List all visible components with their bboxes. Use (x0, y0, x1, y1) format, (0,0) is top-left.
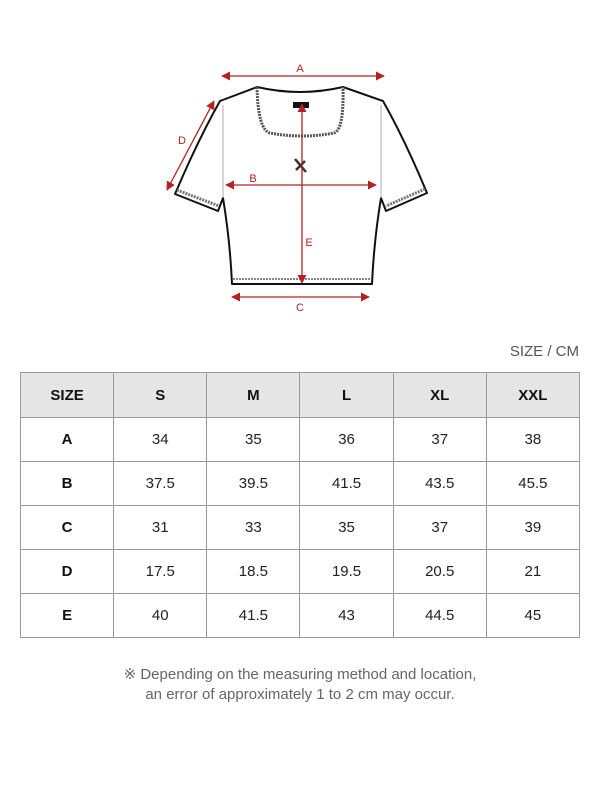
table-cell: 33 (206, 505, 301, 550)
table-cell: 40 (113, 593, 208, 638)
table-cell: 39.5 (206, 461, 301, 506)
table-cell: 45 (485, 593, 581, 638)
header-cell: SIZE (19, 372, 115, 418)
header-cell: XXL (485, 372, 581, 418)
table-row: E 40 41.5 43 44.5 45 (19, 593, 581, 638)
table-cell: 37 (392, 417, 487, 462)
table-cell: 39 (485, 505, 581, 550)
header-cell: M (206, 372, 301, 418)
measurement-arrows (166, 71, 385, 302)
header-cell: L (299, 372, 394, 418)
label-b: B (249, 173, 256, 185)
table-row: B 37.5 39.5 41.5 43.5 45.5 (19, 461, 581, 506)
header-cell: S (113, 372, 208, 418)
table-cell: 35 (206, 417, 301, 462)
label-a: A (296, 63, 304, 75)
note-line-1: ※ Depending on the measuring method and … (123, 666, 477, 683)
size-table: SIZE S M L XL XXL A 34 35 36 37 38 B 37.5 39.5 41… (19, 372, 581, 638)
header-cell: XL (392, 372, 487, 418)
table-cell: 43 (299, 593, 394, 638)
row-label: B (19, 461, 115, 506)
row-label: C (19, 505, 115, 550)
row-label: A (19, 417, 115, 462)
row-label: D (19, 549, 115, 594)
table-cell: 21 (485, 549, 581, 594)
table-cell: 20.5 (392, 549, 487, 594)
table-cell: 37 (392, 505, 487, 550)
table-cell: 17.5 (113, 549, 208, 594)
table-cell: 43.5 (392, 461, 487, 506)
table-row: A 34 35 36 37 38 (19, 417, 581, 462)
table-cell: 36 (299, 417, 394, 462)
table-row: C 31 33 35 37 39 (19, 505, 581, 550)
table-cell: 41.5 (299, 461, 394, 506)
label-d: D (178, 135, 186, 147)
table-cell: 35 (299, 505, 394, 550)
table-cell: 41.5 (206, 593, 301, 638)
note-line-2: an error of approximately 1 to 2 cm may … (145, 686, 455, 703)
table-cell: 18.5 (206, 549, 301, 594)
table-cell: 38 (485, 417, 581, 462)
tshirt-measurement-diagram: A D B E C (166, 63, 428, 314)
table-cell: 19.5 (299, 549, 394, 594)
arrow-d (166, 100, 215, 191)
table-cell: 37.5 (113, 461, 208, 506)
table-row: D 17.5 18.5 19.5 20.5 21 (19, 549, 581, 594)
table-cell: 34 (113, 417, 208, 462)
table-header-row: SIZE S M L XL XXL (19, 372, 581, 418)
table-cell: 45.5 (485, 461, 581, 506)
unit-label: SIZE / CM (509, 343, 579, 360)
row-label: E (19, 593, 115, 638)
table-cell: 44.5 (392, 593, 487, 638)
table-cell: 31 (113, 505, 208, 550)
label-c: C (296, 302, 304, 314)
measurement-note: ※ Depending on the measuring method and … (0, 665, 600, 705)
label-e: E (305, 237, 312, 249)
